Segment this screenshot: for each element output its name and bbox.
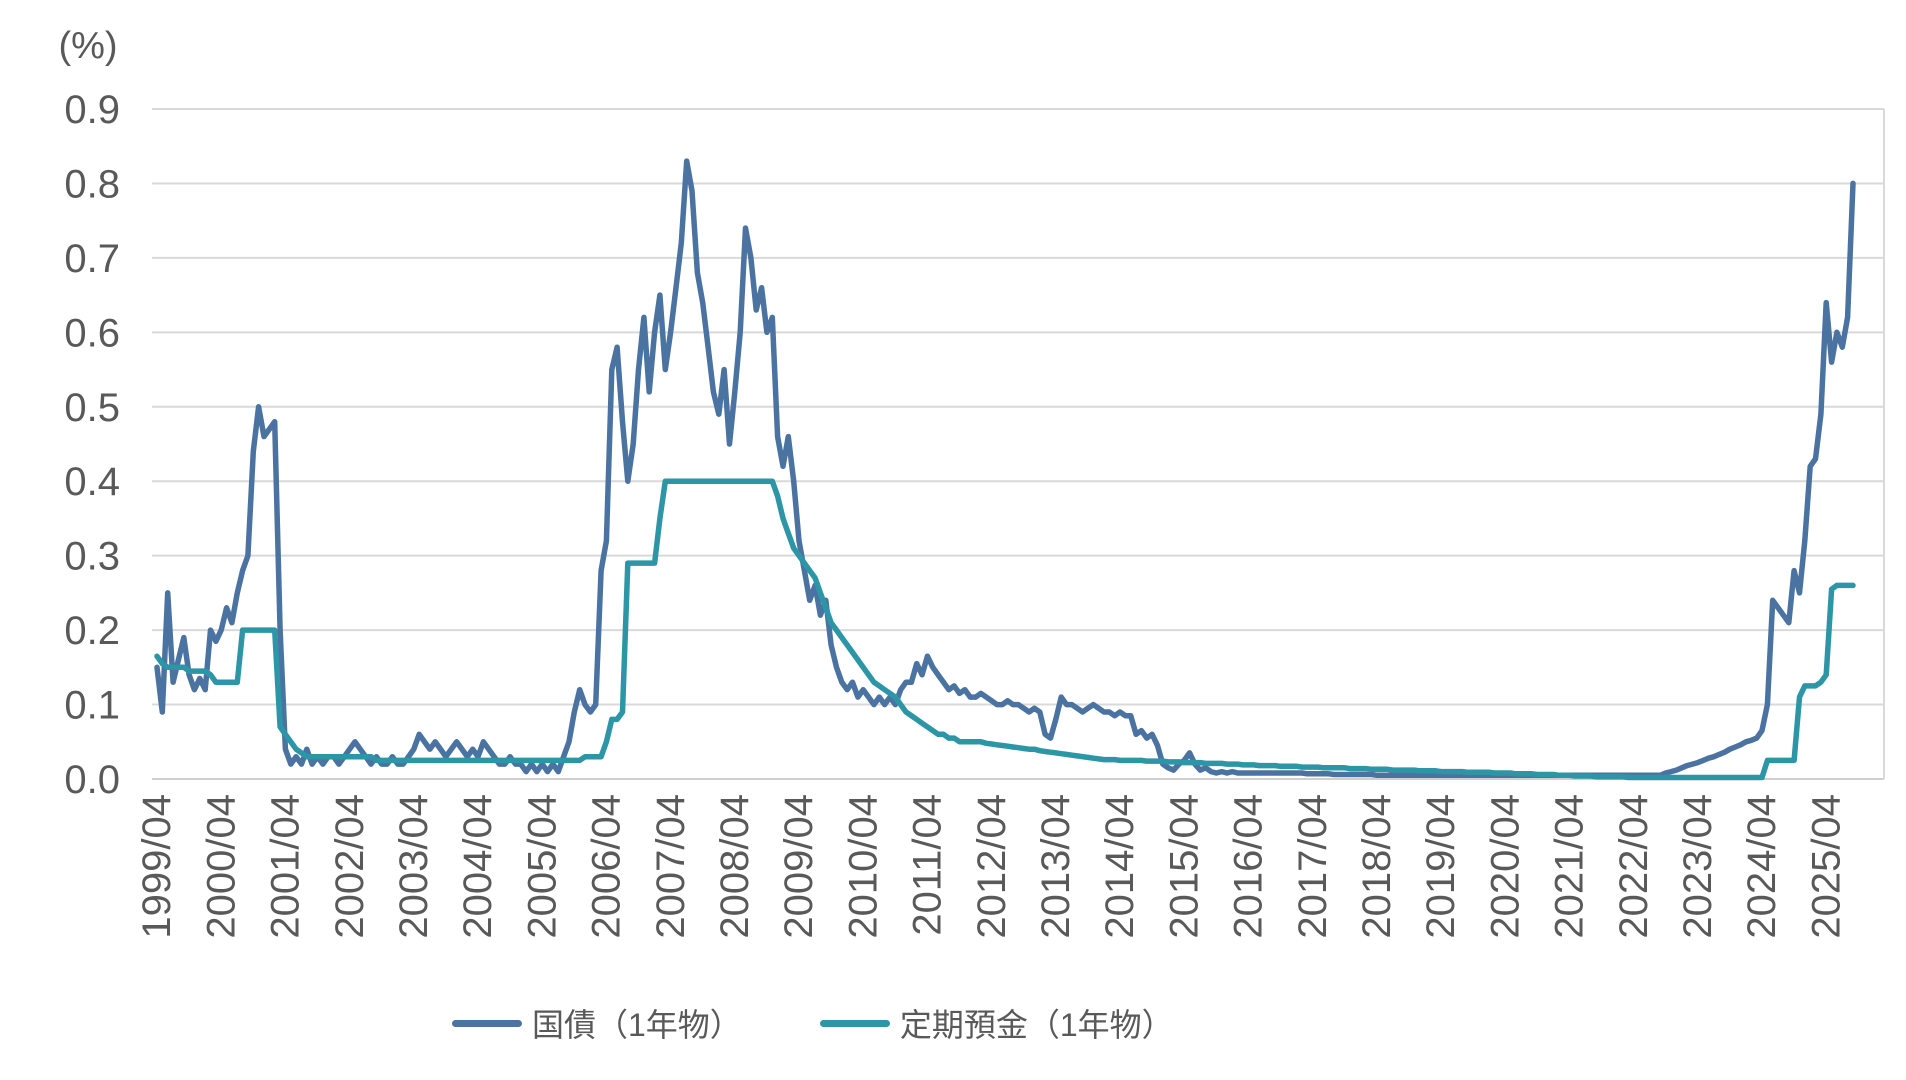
x-tick-label: 2024/04: [1740, 794, 1784, 939]
x-tick-label: 2001/04: [264, 794, 308, 939]
x-tick-label: 2017/04: [1291, 794, 1335, 939]
legend-item-jgb: 国債（1年物）: [452, 1000, 742, 1046]
x-tick-label: 2015/04: [1162, 794, 1206, 939]
x-tick-label: 2002/04: [328, 794, 372, 939]
x-tick-label: 2009/04: [777, 794, 821, 939]
y-tick-label: 0.0: [64, 758, 120, 802]
legend-swatch-icon: [452, 1019, 522, 1027]
x-tick-label: 2010/04: [841, 794, 885, 939]
x-tick-label: 2025/04: [1804, 794, 1848, 939]
x-tick-label: 2020/04: [1483, 794, 1527, 939]
y-tick-label: 0.1: [64, 684, 120, 728]
chart-legend: 国債（1年物） 定期預金（1年物）: [452, 1000, 1174, 1046]
x-tick-label: 2011/04: [906, 794, 950, 936]
x-tick-label: 2007/04: [649, 794, 693, 939]
y-tick-label: 0.8: [64, 162, 120, 206]
x-tick-label: 1999/04: [135, 794, 179, 939]
x-tick-label: 2006/04: [585, 794, 629, 939]
y-tick-label: 0.7: [64, 237, 120, 281]
y-tick-label: 0.3: [64, 535, 120, 579]
x-tick-label: 2005/04: [520, 794, 564, 939]
series-line-deposit-1y: [154, 478, 1856, 781]
y-axis-labels: 0.0 0.1 0.2 0.3 0.4 0.5 0.6 0.7 0.8 0.9: [64, 88, 120, 802]
legend-item-deposit: 定期預金（1年物）: [819, 1000, 1174, 1046]
legend-swatch-icon: [819, 1019, 890, 1027]
y-tick-label: 0.9: [64, 88, 120, 132]
x-tick-label: 2004/04: [456, 794, 500, 939]
gridlines: [152, 108, 1885, 780]
x-tick-label: 2014/04: [1098, 794, 1142, 939]
x-tick-label: 2022/04: [1612, 794, 1656, 939]
y-axis-title: (%): [58, 25, 117, 67]
x-tick-label: 2003/04: [392, 794, 436, 939]
x-tick-label: 2018/04: [1355, 794, 1399, 939]
legend-label: 国債（1年物）: [532, 1007, 742, 1043]
legend-label: 定期預金（1年物）: [899, 1007, 1174, 1043]
y-tick-label: 0.6: [64, 311, 120, 355]
x-tick-label: 2012/04: [970, 794, 1014, 939]
y-tick-label: 0.2: [64, 609, 120, 653]
series-line-jgb-1y: [154, 158, 1856, 779]
x-tick-label: 2023/04: [1676, 794, 1720, 939]
x-axis-labels: 1999/04 2000/04 2001/04 2002/04 2003/04 2004/…: [135, 794, 1848, 939]
x-tick-label: 2021/04: [1548, 794, 1592, 939]
x-tick-label: 2016/04: [1227, 794, 1271, 939]
y-tick-label: 0.4: [64, 460, 120, 504]
x-tick-label: 2013/04: [1034, 794, 1078, 939]
x-tick-label: 2019/04: [1419, 794, 1463, 939]
x-tick-label: 2000/04: [199, 794, 243, 939]
x-tick-label: 2008/04: [713, 794, 757, 939]
y-tick-label: 0.5: [64, 386, 120, 430]
